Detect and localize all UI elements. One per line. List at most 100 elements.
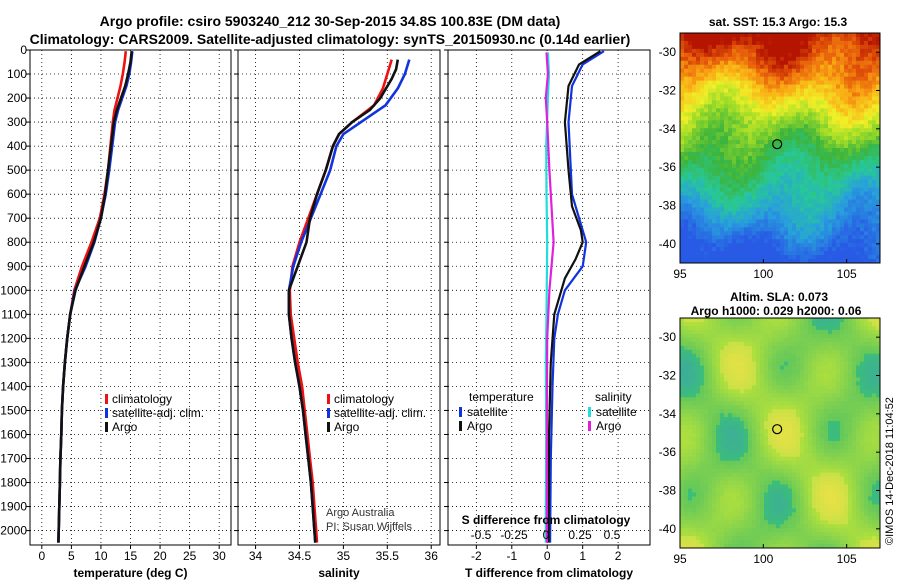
sst-map-pixel	[684, 247, 689, 252]
sst-map-pixel	[812, 195, 817, 201]
sla-map-pixel	[800, 329, 805, 335]
sst-map-pixel	[700, 124, 705, 129]
sla-map-pixel	[680, 516, 685, 521]
sst-map-pixel	[844, 163, 849, 169]
sla-map-pixel	[804, 393, 809, 398]
sst-map-pixel	[744, 247, 749, 252]
sst-map-pixel	[692, 167, 697, 173]
sla-map-pixel	[772, 361, 777, 367]
sst-map-pixel	[752, 56, 757, 62]
sla-map-pixel	[704, 520, 709, 525]
sla-map-pixel	[764, 377, 769, 382]
sla-map-pixel	[764, 508, 769, 513]
sst-map-pixel	[720, 207, 725, 212]
sst-map-pixel	[868, 40, 873, 46]
sst-map-pixel	[796, 116, 801, 121]
sst-map-pixel	[748, 148, 753, 153]
sla-map-pixel	[728, 532, 733, 537]
sla-map-pixel	[764, 524, 769, 529]
sst-map-pixel	[760, 64, 765, 70]
sst-map-pixel	[712, 251, 717, 256]
sst-map-pixel	[728, 116, 733, 121]
sst-map-pixel	[748, 259, 753, 263]
sla-map-pixel	[716, 544, 721, 548]
sst-map-pixel	[776, 132, 781, 137]
sst-map-pixel	[852, 36, 857, 42]
sla-map-pixel	[688, 496, 693, 501]
sla-map-pixel	[740, 508, 745, 513]
sla-map-pixel	[772, 397, 777, 402]
sla-map-pixel	[744, 345, 749, 351]
depth-tick-label: 500	[7, 163, 27, 177]
sst-map-pixel	[836, 52, 841, 58]
sst-map-pixel	[788, 120, 793, 125]
sst-map-pixel	[768, 219, 773, 224]
sst-map-pixel	[860, 255, 865, 260]
sla-map-pixel	[740, 381, 745, 386]
sla-map-pixel	[744, 401, 749, 406]
sst-map-pixel	[820, 116, 825, 121]
sst-map-pixel	[704, 195, 709, 201]
sla-map-pixel	[760, 325, 765, 331]
sst-map-pixel	[736, 239, 741, 244]
sla-map-pixel	[764, 484, 769, 490]
sst-map-pixel	[744, 231, 749, 236]
sst-map-pixel	[872, 108, 877, 113]
sst-map-pixel	[688, 151, 693, 157]
sla-map-pixel	[748, 480, 753, 486]
sst-map-pixel	[856, 183, 861, 189]
sst-map-pixel	[736, 52, 741, 58]
sla-map-pixel	[696, 421, 701, 426]
sla-map-pixel	[700, 492, 705, 497]
sla-map-pixel	[708, 492, 713, 497]
sla-map-pixel	[688, 337, 693, 343]
sst-map-pixel	[772, 52, 777, 58]
sst-map-pixel	[684, 124, 689, 129]
sst-map-pixel	[800, 68, 805, 74]
sla-map-pixel	[744, 468, 749, 474]
temperature-series-argo	[57, 51, 133, 543]
sla-map-pixel	[792, 452, 797, 458]
sst-map-pixel	[796, 247, 801, 252]
sla-map-pixel	[804, 377, 809, 382]
sst-map-pixel	[832, 33, 837, 38]
sst-map-pixel	[832, 195, 837, 201]
sst-map-pixel	[756, 116, 761, 121]
sst-map-pixel	[704, 175, 709, 181]
sla-map-pixel	[704, 516, 709, 521]
sst-map-pixel	[804, 92, 809, 97]
sla-map-pixel	[704, 468, 709, 474]
sla-map-pixel	[712, 405, 717, 410]
sst-map-pixel	[808, 36, 813, 42]
sla-map-pixel	[764, 520, 769, 525]
sst-map-pixel	[844, 112, 849, 117]
sst-map-pixel	[688, 203, 693, 208]
sst-map-pixel	[860, 33, 865, 38]
sla-map-pixel	[704, 401, 709, 406]
sst-map-pixel	[864, 151, 869, 157]
sst-map-pixel	[836, 96, 841, 101]
sla-map-pixel	[768, 540, 773, 545]
sla-map-pixel	[716, 385, 721, 390]
sla-map-pixel	[748, 540, 753, 545]
sst-map-pixel	[708, 64, 713, 70]
salinity-xtick-label: 36	[425, 549, 439, 563]
sla-map-pixel	[688, 429, 693, 434]
diff-legend-t-label: Argo	[467, 419, 493, 433]
sst-map-pixel	[848, 235, 853, 240]
sst-map-pixel	[796, 159, 801, 165]
difference-xtick-label: 1	[579, 549, 586, 563]
sla-map-pixel	[752, 405, 757, 410]
sst-map-pixel	[772, 247, 777, 252]
sst-map-pixel	[784, 191, 789, 197]
sst-map-pixel	[796, 80, 801, 86]
sla-map-pixel	[712, 444, 717, 450]
sst-map-pixel	[804, 40, 809, 46]
sst-map-pixel	[872, 239, 877, 244]
sst-map-pixel	[720, 40, 725, 46]
sst-map-pixel	[768, 100, 773, 105]
sst-map-pixel	[680, 183, 685, 189]
sla-map-pixel	[796, 472, 801, 478]
sst-map-pixel	[680, 227, 685, 232]
sla-map-pixel	[692, 345, 697, 351]
